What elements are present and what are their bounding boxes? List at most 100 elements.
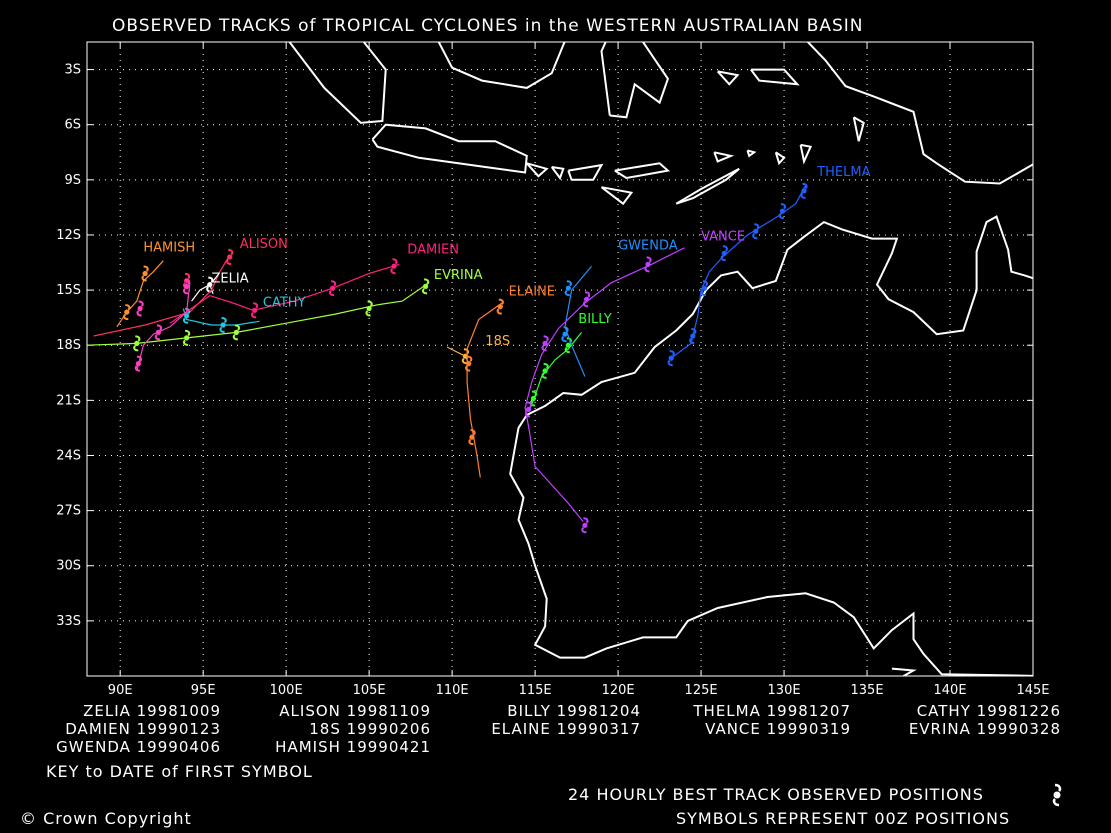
lon-tick-label: 145E bbox=[1016, 683, 1049, 698]
key-entry: THELMA 19981207 bbox=[693, 702, 851, 720]
track-label-CATHY: CATHY bbox=[263, 296, 306, 311]
key-entry: ZELIA 19981009 bbox=[83, 702, 221, 720]
lon-tick-label: 100E bbox=[270, 683, 303, 698]
lon-tick-label: 115E bbox=[519, 683, 552, 698]
cyclone-position-ALISON bbox=[226, 249, 234, 265]
lon-tick-label: 130E bbox=[768, 683, 801, 698]
coastline-segment bbox=[526, 162, 549, 178]
coastline-segment bbox=[614, 162, 671, 180]
cyclone-position-VANCE bbox=[644, 256, 652, 273]
lat-tick-label: 15S bbox=[56, 283, 81, 298]
track-label-VANCE: VANCE bbox=[701, 230, 745, 245]
coastline-segment bbox=[600, 186, 634, 206]
cyclone-position-DAMIEN bbox=[250, 302, 259, 319]
cyclone-position-DAMIEN bbox=[328, 280, 337, 297]
key-entry: EVRINA 19990328 bbox=[908, 720, 1061, 738]
cyclone-position-ELAINE bbox=[496, 298, 504, 315]
cyclone-position-THELMA bbox=[778, 203, 787, 220]
key-entry: GWENDA 19990406 bbox=[56, 738, 221, 756]
cyclone-position-VANCE bbox=[581, 517, 589, 534]
lon-tick-label: 110E bbox=[436, 683, 469, 698]
coastline-segment bbox=[750, 68, 800, 86]
cyclone-position-GWENDA bbox=[561, 326, 569, 343]
cyclone-position-BILLY bbox=[541, 362, 549, 379]
symbols-line-1: 24 HOURLY BEST TRACK OBSERVED POSITIONS bbox=[568, 785, 984, 804]
coastline bbox=[288, 42, 1033, 676]
coastline-segment bbox=[288, 42, 387, 124]
cyclone-position-THELMA bbox=[800, 182, 808, 199]
key-entry: ELAINE 19990317 bbox=[491, 720, 641, 738]
cyclone-position-ELAINE bbox=[465, 355, 473, 372]
axis-ticks: 90E 95E 100E 105E 110E 115E 120E 125E 130E 135E 14… bbox=[56, 42, 1050, 698]
lon-tick-label: 140E bbox=[934, 683, 967, 698]
cyclone-position-HAMISH bbox=[123, 304, 131, 321]
coastline-segment bbox=[746, 149, 757, 158]
track-label-DAMIEN: DAMIEN bbox=[407, 242, 459, 257]
map-frame bbox=[86, 41, 1034, 677]
cyclone-position-HAMISH bbox=[141, 265, 149, 282]
track-VANCE bbox=[524, 247, 685, 522]
cyclone-position-THELMA bbox=[752, 223, 760, 240]
coastline-segment bbox=[550, 166, 565, 181]
cyclone-position-NOLABEL_A bbox=[182, 278, 191, 295]
lat-tick-label: 30S bbox=[56, 559, 81, 574]
coastline-segment bbox=[774, 151, 786, 166]
coastline-segment bbox=[509, 215, 1033, 676]
cyclone-position-NOLABEL_A bbox=[134, 355, 143, 372]
key-entry: BILLY 19981204 bbox=[507, 702, 641, 720]
lat-tick-label: 33S bbox=[56, 614, 81, 629]
cyclone-position-VANCE bbox=[524, 401, 533, 418]
cyclone-position-THELMA bbox=[667, 350, 675, 367]
cyclone-position-THELMA bbox=[720, 245, 728, 262]
track-CATHY bbox=[182, 308, 260, 326]
cyclone-position-BILLY bbox=[529, 390, 538, 407]
lat-lon-grid bbox=[87, 42, 1034, 676]
cyclone-position-THELMA bbox=[689, 328, 697, 344]
key-entry: VANCE 19990319 bbox=[705, 720, 851, 738]
chart-title: OBSERVED TRACKS of TROPICAL CYCLONES in … bbox=[112, 16, 864, 36]
track-label-HAMISH: HAMISH bbox=[143, 241, 195, 256]
track-ALISON bbox=[93, 254, 231, 337]
key-entry: DAMIEN 19990123 bbox=[65, 720, 221, 738]
cyclone-position-NOLABEL_A bbox=[136, 300, 144, 317]
lon-tick-label: 120E bbox=[602, 683, 635, 698]
lat-tick-label: 3S bbox=[64, 63, 81, 78]
cyclone-position-EVRINA bbox=[133, 335, 141, 352]
track-label-GWENDA: GWENDA bbox=[618, 239, 678, 254]
coastline-segment bbox=[437, 42, 566, 89]
coastline-segment bbox=[852, 116, 865, 142]
lon-tick-label: 105E bbox=[353, 683, 386, 698]
cyclone-position-DAMIEN bbox=[390, 258, 398, 275]
track-label-ALISON: ALISON bbox=[240, 237, 288, 252]
cyclone-tracks bbox=[87, 182, 808, 534]
key-entry: CATHY 19981226 bbox=[916, 702, 1061, 720]
lat-tick-label: 27S bbox=[56, 504, 81, 519]
lat-tick-label: 21S bbox=[56, 393, 81, 408]
track-label-THELMA: THELMA bbox=[816, 165, 870, 180]
lon-tick-label: 125E bbox=[685, 683, 718, 698]
lat-tick-label: 12S bbox=[56, 228, 81, 243]
coastline-segment bbox=[567, 163, 604, 181]
track-NOLABEL_A bbox=[136, 282, 191, 372]
lon-tick-label: 90E bbox=[108, 683, 133, 698]
lat-tick-label: 6S bbox=[64, 118, 81, 133]
cyclone-position-VANCE bbox=[582, 291, 591, 308]
cyclone-symbol-icon bbox=[1052, 783, 1062, 807]
coastline-segment bbox=[806, 42, 1033, 185]
key-entry: HAMISH 19990421 bbox=[275, 738, 431, 756]
cyclone-position-NOLABEL_A bbox=[154, 324, 163, 341]
lon-tick-label: 135E bbox=[851, 683, 884, 698]
track-label-18S: 18S bbox=[485, 334, 510, 349]
track-ELAINE bbox=[466, 302, 503, 478]
lat-tick-label: 9S bbox=[64, 173, 81, 188]
coastline-segment bbox=[891, 667, 917, 676]
lon-tick-label: 95E bbox=[191, 683, 216, 698]
cyclone-position-EVRINA bbox=[182, 329, 191, 346]
cyclone-position-EVRINA bbox=[365, 300, 373, 317]
cyclone-position-THELMA bbox=[700, 280, 709, 297]
cyclone-position-CATHY bbox=[219, 317, 227, 333]
key-caption: KEY to DATE of FIRST SYMBOL bbox=[46, 762, 313, 781]
track-labels: ZELIA ALISON HAMISH CATHY DAMIEN EVRINA 18S ELA… bbox=[143, 165, 870, 349]
symbols-line-2: SYMBOLS REPRESENT 00Z POSITIONS bbox=[676, 809, 1011, 828]
